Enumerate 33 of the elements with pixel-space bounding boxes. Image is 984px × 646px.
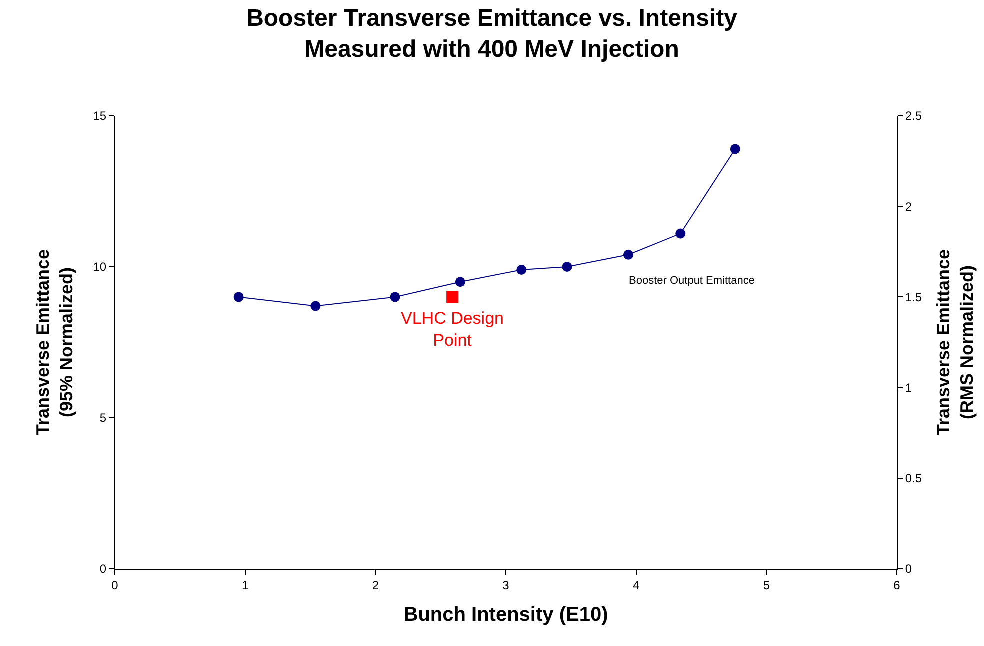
point <box>310 301 321 312</box>
y2-axis-title: Transverse Emittance (RMS Normalized) <box>934 249 977 436</box>
y-axis-title: Transverse Emittance (95% Normalized) <box>33 249 76 436</box>
x-tick-label: 2 <box>372 578 380 592</box>
y-tick-label: 0 <box>100 562 107 576</box>
point <box>676 228 686 239</box>
point <box>516 265 527 276</box>
x-tick-label: 6 <box>894 578 901 592</box>
x-tick-label: 0 <box>112 578 119 592</box>
y-tick-label: 15 <box>93 109 107 124</box>
x-tick-label: 3 <box>502 578 510 592</box>
chart-title: Booster Transverse Emittance vs. Intensity Measured with 400 MeV Injection <box>246 4 738 64</box>
series-label: VLHC Design Point <box>401 309 504 350</box>
y2-tick-label: 1.5 <box>905 290 922 304</box>
point <box>390 292 400 302</box>
y-tick-label: 5 <box>100 411 107 426</box>
x-tick-label: 1 <box>242 578 249 592</box>
y2-tick-label: 0.5 <box>905 472 922 486</box>
point <box>562 262 572 272</box>
x-tick-label: 5 <box>763 578 770 592</box>
y2-tick-label: 0 <box>905 562 912 576</box>
point <box>730 144 740 154</box>
y2-tick-label: 1 <box>905 381 912 395</box>
y2-tick-label: 2 <box>905 200 912 214</box>
y-tick-label: 10 <box>93 260 107 274</box>
x-tick-label: 4 <box>632 578 640 592</box>
x-axis-title: Bunch Intensity (E10) <box>404 604 608 626</box>
point <box>455 277 466 288</box>
point <box>234 292 244 302</box>
point <box>624 250 634 260</box>
series-label: Booster Output Emittance <box>629 275 755 287</box>
y2-tick-label: 2.5 <box>905 109 922 124</box>
point <box>446 291 459 304</box>
